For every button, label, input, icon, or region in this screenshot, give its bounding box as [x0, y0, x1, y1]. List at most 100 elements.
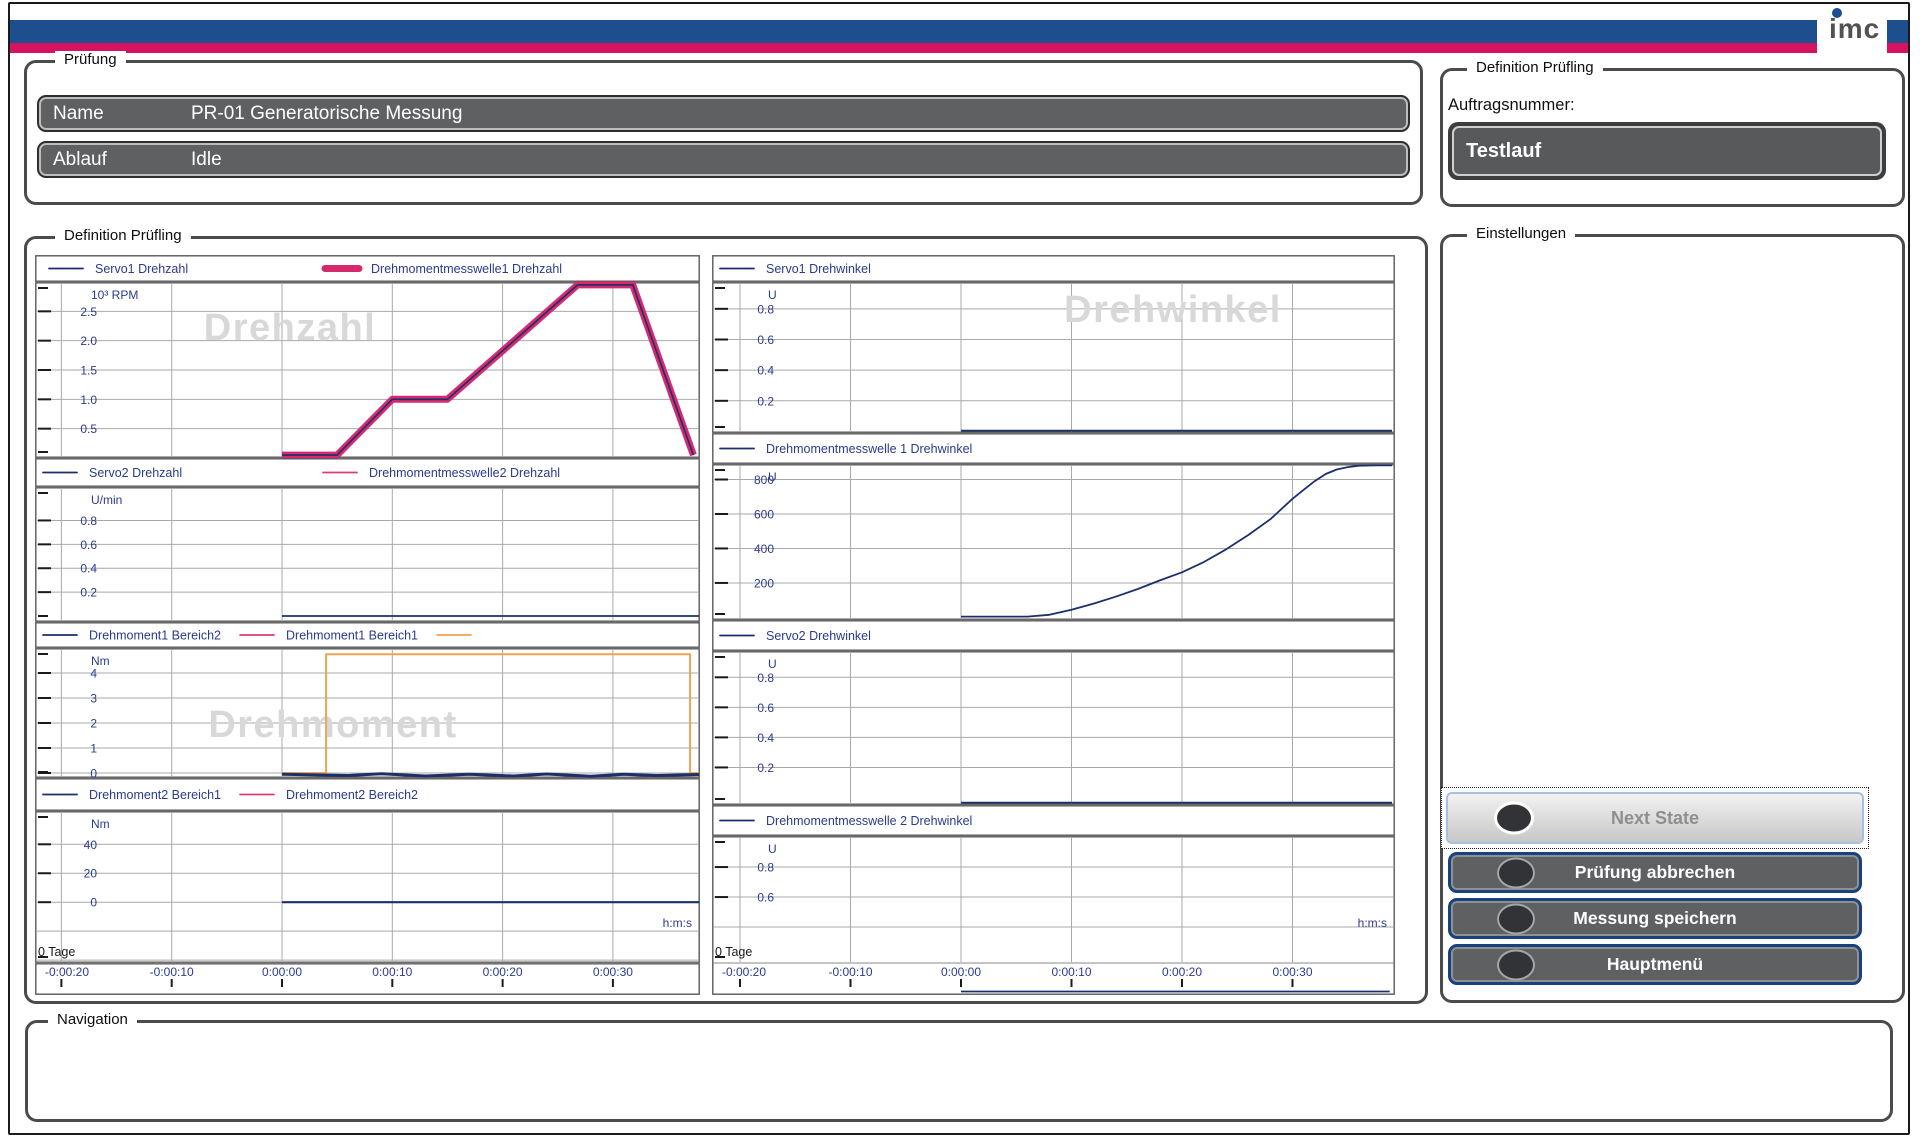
legend-label: Drehmomentmesswelle2 Drehzahl	[369, 466, 560, 480]
hauptmenu-led-icon	[1497, 949, 1535, 980]
time-tick-label: 0:00:10	[1051, 965, 1091, 979]
chart-watermark: Drehmoment	[208, 704, 457, 746]
day-label: 0 Tage	[38, 945, 75, 959]
panel-border	[35, 648, 700, 778]
legend-label: Drehmoment1 Bereich2	[89, 629, 221, 643]
y-tick-label: 0.2	[80, 586, 97, 600]
y-tick-label: 0.6	[757, 701, 774, 715]
y-tick-label: 0	[90, 896, 97, 910]
time-unit-label: h:m:s	[1358, 916, 1387, 930]
y-tick-label: 800	[754, 473, 774, 487]
y-tick-label: 2.0	[80, 334, 97, 348]
ablauf-row: Ablauf Idle	[37, 141, 1410, 178]
panel-border	[712, 433, 1395, 464]
y-tick-label: 0.2	[757, 394, 774, 408]
name-row-label: Name	[53, 102, 104, 124]
messung-speichern-led-icon	[1497, 903, 1535, 934]
y-tick-label: 0.8	[757, 671, 774, 685]
time-tick-label: 0:00:10	[372, 965, 412, 979]
y-tick-label: 4	[90, 667, 97, 681]
left-charts-svg: Servo1 Drehzahl Drehmomentmesswelle1 Dreh…	[35, 255, 700, 995]
auftragsnummer-field[interactable]: Testlauf	[1448, 122, 1886, 180]
time-tick-label: -0:00:10	[828, 965, 872, 979]
day-label: 0 Tage	[715, 945, 752, 959]
legend-label: Drehmoment2 Bereich2	[286, 788, 418, 802]
y-tick-label: 0.4	[757, 731, 774, 745]
header-stripe-blue-right	[1887, 20, 1908, 43]
y-tick-label: 0.5	[80, 422, 97, 436]
name-row: Name PR-01 Generatorische Messung	[37, 95, 1410, 132]
y-tick-label: 1.5	[80, 364, 97, 378]
right-charts-svg: Servo1 Drehwinkel 0.8 0.6 0.4 0.2 U Drehwinkel…	[712, 255, 1395, 995]
pruefung-abbrechen-led-icon	[1497, 857, 1535, 888]
group-definition-pruefling-title: Definition Prüfling	[55, 227, 191, 244]
panel-border	[712, 651, 1395, 805]
time-tick-label: 0:00:30	[593, 965, 633, 979]
next-state-button[interactable]: Next State	[1446, 792, 1864, 844]
y-tick-label: 40	[84, 838, 98, 852]
legend-label: Drehmoment1 Bereich1	[286, 629, 418, 643]
name-row-value: PR-01 Generatorische Messung	[191, 102, 463, 124]
next-state-led-icon	[1494, 801, 1534, 835]
y-tick-label: 0	[90, 767, 97, 781]
panel-border	[712, 836, 1395, 995]
chart-watermark: Drehzahl	[204, 307, 376, 349]
panel-border	[712, 255, 1395, 282]
panel-border	[35, 622, 700, 648]
series-servo1-drehzahl	[282, 284, 695, 456]
header-stripe-blue	[10, 20, 1817, 43]
panel-border	[35, 778, 700, 811]
panel-border	[35, 811, 700, 963]
chart-watermark: Drehwinkel	[1064, 289, 1282, 331]
left-chart-column: Servo1 Drehzahl Drehmomentmesswelle1 Dreh…	[35, 255, 700, 1000]
panel-border	[712, 620, 1395, 651]
time-tick-label: -0:00:10	[150, 965, 194, 979]
y-tick-label: 1.0	[80, 393, 97, 407]
group-pruefung-title: Prüfung	[55, 51, 126, 68]
y-tick-label: 0.6	[80, 538, 97, 552]
y-tick-label: 3	[90, 692, 97, 706]
panel-border	[712, 464, 1395, 620]
imc-logo: imc	[1817, 5, 1887, 53]
messung-speichern-button[interactable]: Messung speichern	[1448, 898, 1862, 939]
group-pruefung: Prüfung	[24, 51, 1423, 205]
y-tick-label: 2	[90, 717, 97, 731]
hauptmenu-button[interactable]: Hauptmenü	[1448, 944, 1862, 985]
panel-border	[35, 255, 700, 282]
legend-label: Drehmoment2 Bereich1	[89, 788, 221, 802]
time-tick-label: -0:00:20	[45, 965, 89, 979]
time-unit-label: h:m:s	[663, 916, 692, 930]
panel-border	[35, 487, 700, 622]
series-drehmoment1-bereich1-grenze	[282, 653, 699, 774]
group-navigation-title: Navigation	[48, 1011, 137, 1028]
next-state-button-focus-ring: Next State	[1441, 787, 1869, 849]
legend-label: Drehmomentmesswelle 1 Drehwinkel	[766, 442, 972, 456]
legend-label: Servo2 Drehzahl	[89, 466, 182, 480]
y-tick-label: 0.8	[80, 514, 97, 528]
y-tick-label: 200	[754, 576, 774, 590]
legend-label: Servo1 Drehzahl	[95, 262, 188, 276]
y-axis-unit: U/min	[91, 493, 122, 507]
y-axis-unit: U	[768, 288, 777, 302]
auftragsnummer-value: Testlauf	[1452, 126, 1882, 176]
time-tick-label: 0:00:00	[941, 965, 981, 979]
next-state-button-label: Next State	[1610, 807, 1700, 828]
ablauf-row-value: Idle	[191, 148, 222, 170]
legend-label: Drehmomentmesswelle 2 Drehwinkel	[766, 814, 972, 828]
time-tick-label: 0:00:30	[1272, 965, 1312, 979]
group-einstellungen-title: Einstellungen	[1467, 225, 1576, 242]
header-stripe-red-right	[1887, 43, 1908, 53]
header-stripe-red	[10, 43, 1817, 53]
pruefung-abbrechen-button[interactable]: Prüfung abbrechen	[1448, 852, 1862, 893]
auftragsnummer-label: Auftragsnummer:	[1448, 96, 1575, 114]
legend-label: Servo2 Drehwinkel	[766, 629, 871, 643]
panel-border	[35, 458, 700, 487]
y-axis-unit: 10³ RPM	[91, 288, 138, 302]
group-navigation: Navigation	[25, 1011, 1893, 1122]
y-tick-label: 0.8	[757, 302, 774, 316]
panel-border	[712, 282, 1395, 433]
y-axis-unit: Nm	[91, 817, 110, 831]
group-auftrag-title: Definition Prüfling	[1467, 59, 1603, 76]
series-drehmoment1-bereich2	[281, 772, 699, 778]
y-tick-label: 0.4	[80, 562, 97, 576]
